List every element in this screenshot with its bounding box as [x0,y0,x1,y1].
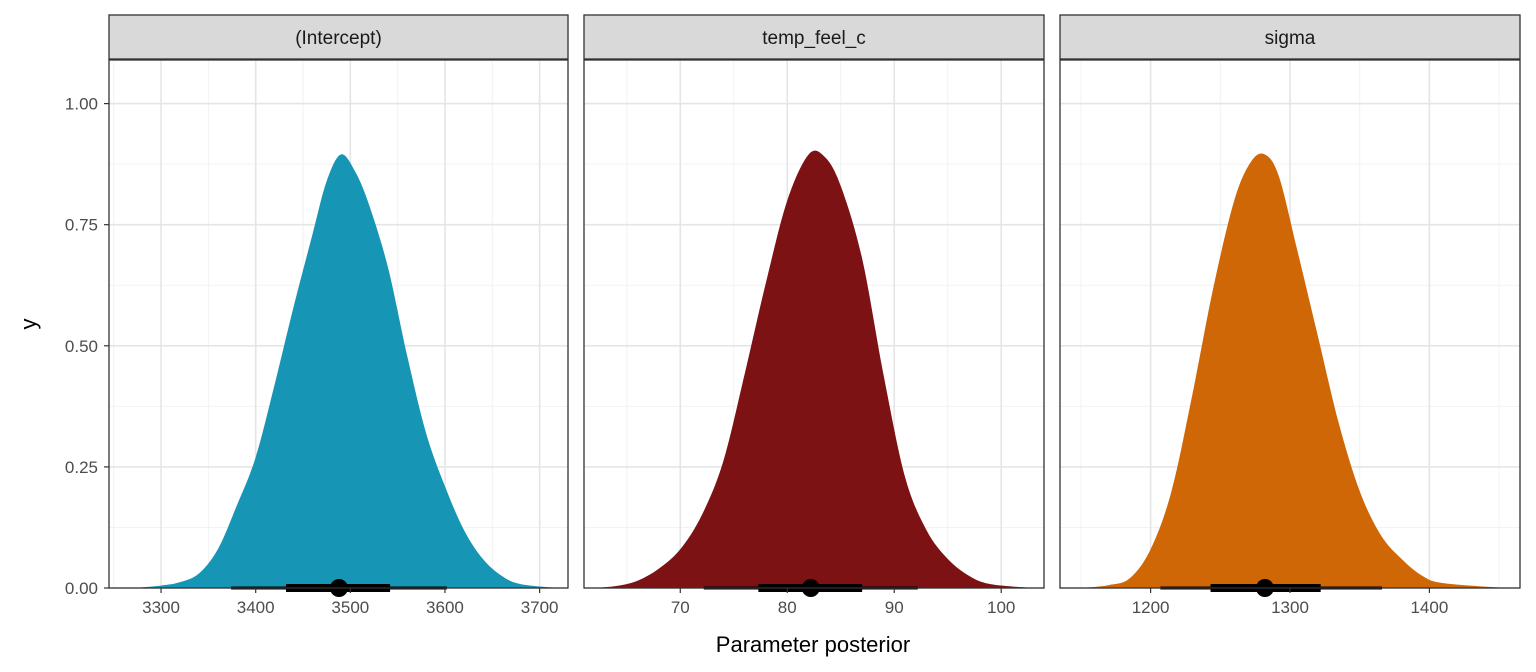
x-tick-label: 3500 [331,598,369,617]
panel-border [108,59,569,589]
facet-panel: (Intercept) 3300 3400 3500 3600 3700 [108,14,569,617]
x-tick-label: 3600 [426,598,464,617]
x-tick-label: 80 [778,598,797,617]
y-tick-label: 0.00 [65,579,98,598]
facet-strip-label: sigma [1265,28,1316,49]
x-tick-label: 1300 [1271,598,1309,617]
x-tick-label: 3700 [521,598,559,617]
x-tick-label: 70 [671,598,690,617]
y-axis-title: y [16,319,41,330]
y-tick-label: 0.25 [65,458,98,477]
x-tick-label: 1200 [1132,598,1170,617]
facet-strip-label: temp_feel_c [762,28,866,49]
y-tick-label: 0.50 [65,337,98,356]
y-tick-label: 0.75 [65,216,98,235]
facet-strip [1059,14,1521,60]
facet-strip-label: (Intercept) [295,28,382,49]
y-tick-label: 1.00 [65,95,98,114]
x-tick-label: 3300 [142,598,180,617]
x-tick-label: 90 [885,598,904,617]
x-tick-label: 3400 [237,598,275,617]
facet-panel: temp_feel_c 70 80 90 100 [583,14,1045,617]
facet-panel: sigma 1200 1300 1400 [1059,14,1521,617]
panel-border [583,59,1045,589]
facet-strip [108,14,569,60]
y-axis: 0.00 0.25 0.50 0.75 1.00 [65,95,109,598]
x-tick-label: 1400 [1410,598,1448,617]
facet-panels: (Intercept) 3300 3400 3500 3600 3700 temp_feel… [108,14,1521,617]
density-area [594,150,1034,588]
density-area [1080,153,1507,588]
x-axis-title: Parameter posterior [716,632,910,657]
facet-strip [583,14,1045,60]
x-tick-label: 100 [987,598,1015,617]
density-area [132,154,559,588]
